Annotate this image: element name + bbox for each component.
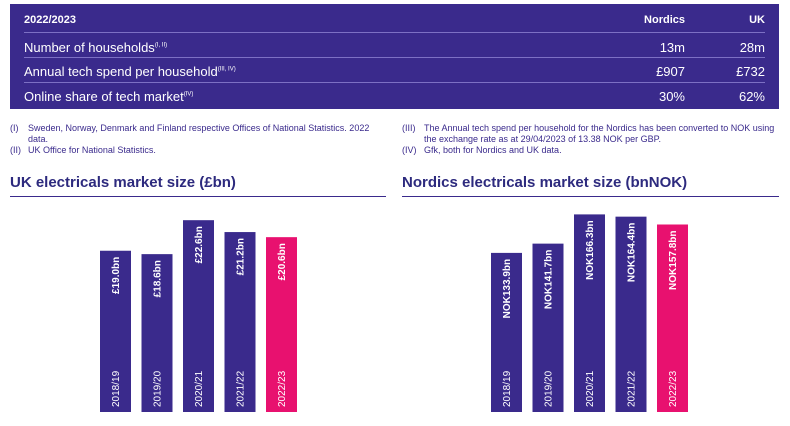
footnote-text: UK Office for National Statistics. — [28, 145, 156, 155]
row-footnote-ref: (III, IV) — [217, 66, 236, 73]
nordics-bar-category-label: 2019/20 — [544, 370, 555, 407]
table-header-uk: UK — [749, 14, 765, 26]
nordics-bar — [657, 224, 688, 412]
uk-bar-chart: £19.0bn 2018/19 £18.6bn 2019/20 £22.6bn 2020/… — [100, 220, 297, 412]
nordics-bar-chart: NOK133.9bn 2018/19 NOK141.7bn 2019/20 NOK166… — [491, 214, 688, 412]
uk-bar — [100, 250, 131, 412]
row-label-text: Annual tech spend per household — [24, 64, 218, 79]
uk-bar — [224, 232, 256, 412]
footnote: (II) UK Office for National Statistics. — [10, 145, 390, 156]
footnote: (I) Sweden, Norway, Denmark and Finland r… — [10, 123, 390, 145]
nordics-bar — [532, 243, 564, 412]
nordics-bar-category-label: 2020/21 — [585, 370, 596, 407]
row-label: Annual tech spend per household(III, IV) — [24, 64, 236, 79]
row-nordics-value: £907 — [656, 64, 685, 79]
table-divider — [24, 32, 765, 33]
row-nordics-value: 30% — [658, 89, 685, 104]
row-label-text: Number of households — [24, 40, 155, 55]
table-header-nordics: Nordics — [644, 14, 685, 26]
footnote-number: (I) — [10, 123, 19, 133]
uk-bar-category-label: 2018/19 — [111, 370, 122, 407]
uk-bar-value-label: £19.0bn — [111, 257, 122, 294]
stats-table: 2022/2023 Nordics UK Number of household… — [10, 4, 779, 109]
row-label-text: Online share of tech market — [24, 89, 184, 104]
nordics-bar-value-label: NOK164.4bn — [627, 223, 638, 282]
footnote-number: (III) — [402, 123, 416, 133]
nordics-bar-value-label: NOK133.9bn — [502, 259, 513, 318]
uk-bar-category-label: 2022/23 — [277, 370, 288, 407]
nordics-bar-value-label: NOK166.3bn — [585, 220, 596, 279]
uk-bar — [183, 220, 214, 412]
nordics-bar — [574, 214, 605, 412]
nordics-bar-value-label: NOK157.8bn — [668, 230, 679, 289]
footnote-number: (II) — [10, 145, 21, 155]
footnote-text: Sweden, Norway, Denmark and Finland resp… — [28, 123, 370, 144]
uk-bar — [266, 237, 297, 412]
table-divider — [24, 57, 765, 58]
uk-bar-value-label: £22.6bn — [194, 226, 205, 263]
uk-bar-value-label: £21.2bn — [236, 238, 247, 275]
uk-chart-title: UK electricals market size (£bn) — [10, 174, 236, 191]
row-uk-value: £732 — [736, 64, 765, 79]
row-label: Online share of tech market(IV) — [24, 89, 193, 104]
nordics-bar-category-label: 2018/19 — [502, 370, 513, 407]
uk-title-rule — [10, 196, 386, 197]
footnote-text: The Annual tech spend per household for … — [424, 123, 775, 144]
nordics-bar-category-label: 2021/22 — [627, 370, 638, 407]
footnote-text: Gfk, both for Nordics and UK data. — [424, 145, 562, 155]
uk-bar-value-label: £20.6bn — [277, 243, 288, 280]
nordics-title-rule — [402, 196, 779, 197]
footnotes-right: (III) The Annual tech spend per household… — [402, 123, 780, 156]
row-nordics-value: 13m — [659, 40, 685, 55]
footnotes-left: (I) Sweden, Norway, Denmark and Finland r… — [10, 123, 390, 156]
row-footnote-ref: (I, II) — [154, 42, 168, 49]
nordics-bar-value-label: NOK141.7bn — [544, 250, 555, 309]
uk-bar-category-label: 2021/22 — [236, 370, 247, 407]
footnote: (III) The Annual tech spend per household… — [402, 123, 780, 145]
table-header-period: 2022/2023 — [24, 14, 76, 26]
row-uk-value: 28m — [739, 40, 765, 55]
nordics-bar — [615, 216, 647, 412]
row-uk-value: 62% — [738, 89, 765, 104]
nordics-chart-title: Nordics electricals market size (bnNOK) — [402, 174, 688, 191]
uk-bar-category-label: 2020/21 — [194, 370, 205, 407]
row-label: Number of households(I, II) — [24, 40, 167, 55]
footnote-number: (IV) — [402, 145, 417, 155]
uk-bar-value-label: £18.6bn — [153, 260, 164, 297]
table-divider — [24, 82, 765, 83]
row-footnote-ref: (IV) — [183, 91, 194, 98]
uk-bar-category-label: 2019/20 — [153, 370, 164, 407]
nordics-bar — [491, 252, 522, 412]
nordics-bar-category-label: 2022/23 — [668, 370, 679, 407]
uk-bar — [141, 254, 173, 412]
footnote: (IV) Gfk, both for Nordics and UK data. — [402, 145, 780, 156]
